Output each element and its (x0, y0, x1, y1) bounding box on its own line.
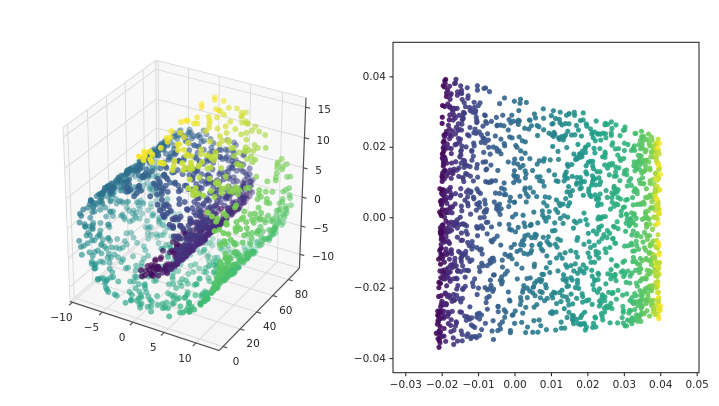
plots-canvas (0, 0, 719, 406)
matplotlib-figure: −10 −5 0 5 10 0 20 40 60 80 −10 −5 0 5 10 15 −0.03 −0.02… (0, 0, 719, 406)
